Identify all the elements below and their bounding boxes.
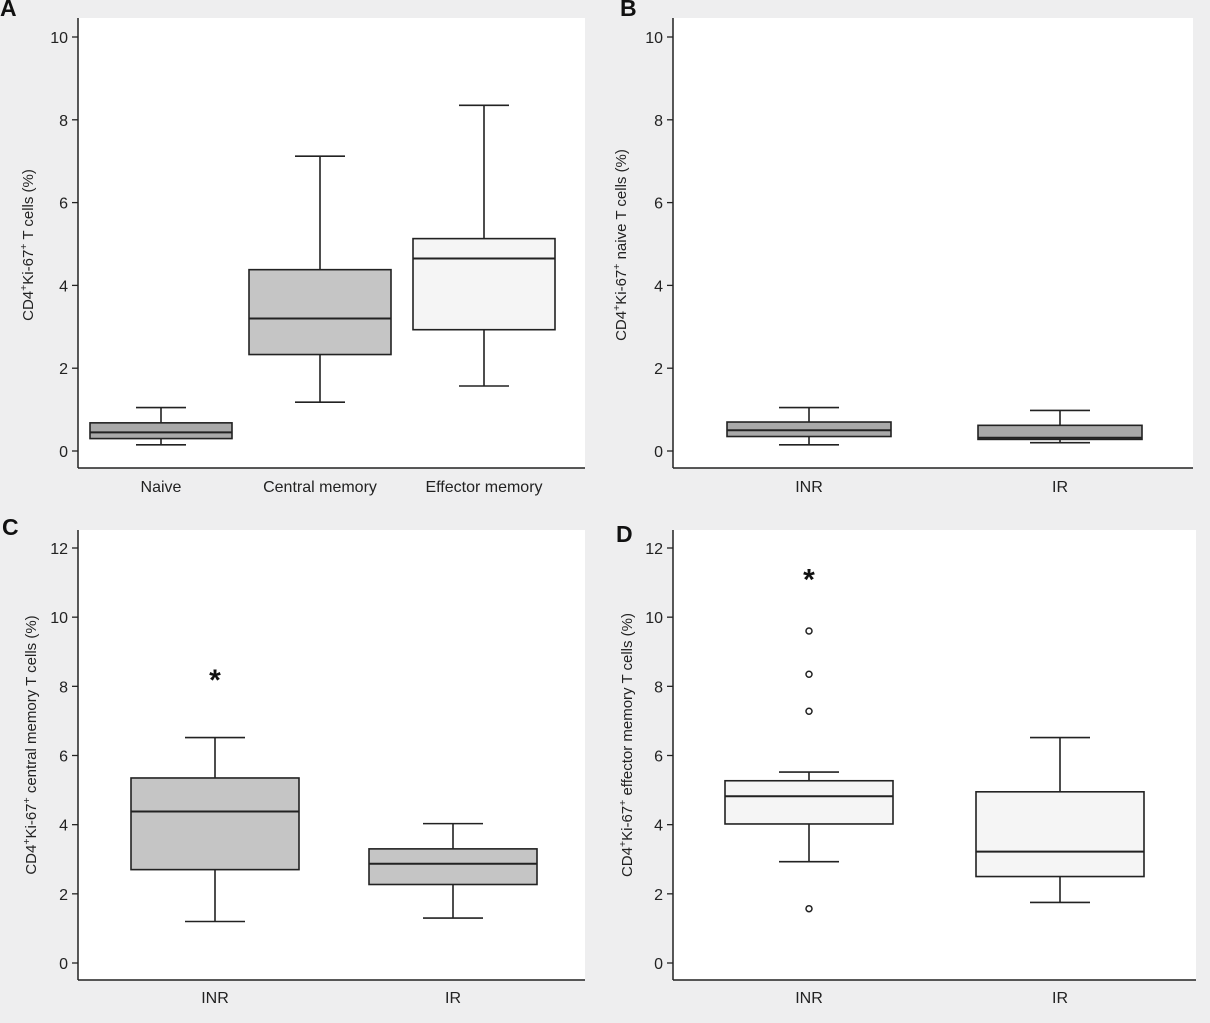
significance-asterisk: * — [803, 564, 815, 597]
y-tick-label: 10 — [50, 30, 68, 47]
y-tick-label: 2 — [59, 887, 68, 904]
y-tick-label: 4 — [59, 818, 68, 835]
x-tick-label: Naive — [141, 479, 182, 496]
outlier-point — [805, 707, 813, 715]
panel-label: D — [616, 521, 633, 547]
y-axis-label: CD4+Ki-67+ central memory T cells (%) — [21, 615, 40, 874]
outlier-point — [805, 904, 813, 913]
chart-panel-c: 0 2 4 6 8 10 12 INR IR CD4+Ki-67+ central memory … — [2, 514, 585, 1007]
plot-area — [78, 530, 585, 980]
significance-asterisk: * — [209, 664, 221, 697]
y-tick-label: 2 — [654, 361, 663, 378]
box-iqr — [412, 237, 556, 331]
y-tick-label: 4 — [59, 278, 68, 295]
y-tick-label: 0 — [59, 444, 68, 461]
y-tick-label: 6 — [654, 749, 663, 766]
plot-area — [673, 530, 1196, 980]
y-tick-label: 12 — [50, 541, 68, 558]
y-tick-label: 8 — [59, 113, 68, 130]
box-effector-memory — [412, 104, 556, 387]
y-tick-label: 6 — [654, 196, 663, 213]
x-tick-label: Central memory — [263, 479, 377, 496]
x-tick-label: INR — [201, 990, 229, 1007]
outlier-point — [805, 627, 813, 635]
box-iqr — [89, 422, 233, 440]
box-ir — [975, 736, 1145, 904]
box-inr — [726, 406, 892, 446]
y-tick-label: 0 — [654, 956, 663, 973]
y-tick-label: 10 — [645, 610, 663, 627]
chart-panel-a: 0 2 4 6 8 10 Naive Central memory Effector memor… — [0, 0, 585, 496]
box-iqr — [248, 268, 392, 356]
y-axis-label: CD4+Ki-67+ naive T cells (%) — [611, 149, 630, 341]
y-axis-label: CD4+Ki-67+ effector memory T cells (%) — [617, 613, 636, 877]
plot-area — [673, 18, 1193, 468]
box-iqr — [130, 777, 300, 871]
box-naive — [89, 406, 233, 446]
box-iqr — [977, 424, 1143, 441]
y-tick-label: 4 — [654, 278, 663, 295]
y-tick-label: 10 — [645, 30, 663, 47]
box-iqr — [726, 421, 892, 438]
x-tick-label: INR — [795, 479, 823, 496]
x-tick-label: IR — [1052, 479, 1068, 496]
y-tick-label: 6 — [59, 749, 68, 766]
x-tick-label: Effector memory — [425, 479, 542, 496]
y-tick-label: 4 — [654, 818, 663, 835]
y-tick-label: 2 — [654, 887, 663, 904]
y-tick-label: 8 — [654, 679, 663, 696]
x-tick-label: INR — [795, 990, 823, 1007]
box-ir — [368, 822, 538, 919]
y-tick-label: 0 — [59, 956, 68, 973]
y-tick-label: 8 — [654, 113, 663, 130]
x-tick-label: IR — [445, 990, 461, 1007]
panel-label: B — [620, 0, 637, 21]
panel-label: A — [0, 0, 17, 21]
box-central-memory — [248, 155, 392, 403]
x-tick-label: IR — [1052, 990, 1068, 1007]
box-iqr — [368, 848, 538, 886]
box-iqr — [724, 779, 894, 825]
box-inr — [724, 627, 894, 913]
box-ir — [977, 409, 1143, 444]
y-tick-label: 6 — [59, 196, 68, 213]
y-tick-label: 8 — [59, 679, 68, 696]
panels: 0 2 4 6 8 10 Naive Central memory Effector memor… — [0, 0, 1196, 1007]
y-tick-label: 2 — [59, 361, 68, 378]
outlier-point — [805, 670, 813, 678]
panel-label: C — [2, 514, 19, 540]
y-tick-label: 12 — [645, 541, 663, 558]
chart-panel-d: 0 2 4 6 8 10 12 INR IR CD4+Ki-67+ effector memory… — [616, 521, 1196, 1007]
box-inr — [130, 736, 300, 923]
y-tick-label: 10 — [50, 610, 68, 627]
chart-panel-b: 0 2 4 6 8 10 INR IR CD4+Ki-67+ naive T cells (%)… — [611, 0, 1193, 496]
y-tick-label: 0 — [654, 444, 663, 461]
box-iqr — [975, 791, 1145, 878]
y-axis-label: CD4+Ki-67+ T cells (%) — [18, 169, 37, 321]
